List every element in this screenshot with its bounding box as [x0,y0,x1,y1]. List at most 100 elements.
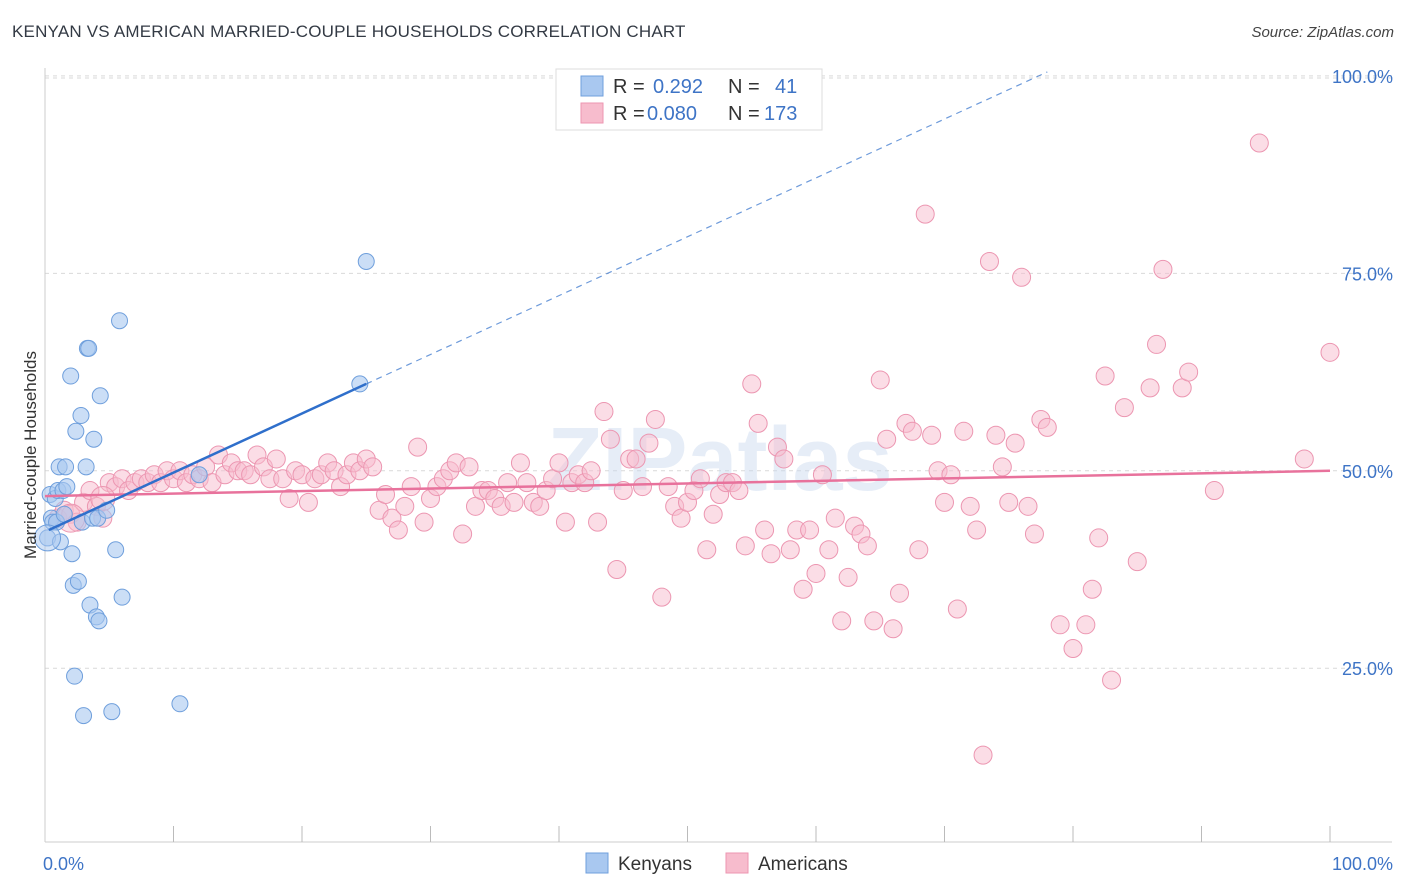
kenyans-point-31 [91,387,109,405]
kenyans-trend-extension [366,71,1048,385]
americans-point-139 [941,465,961,485]
americans-point-101 [697,540,717,560]
americans-point-158 [1082,579,1102,599]
americans-point-111 [761,544,781,564]
americans-point-119 [812,465,832,485]
chart-title: KENYAN VS AMERICAN MARRIED-COUPLE HOUSEH… [12,22,686,41]
americans-point-155 [1050,615,1070,635]
y-tick-labels: 25.0% 50.0% 75.0% 100.0% [1332,67,1393,679]
americans-point-133 [902,421,922,441]
americans-point-34 [266,449,286,469]
kenyans-point-24 [80,339,98,357]
americans-point-126 [857,536,877,556]
legend-kenyans-r-label: R = [613,76,645,98]
americans-point-114 [780,540,800,560]
americans-point-64 [459,457,479,477]
americans-point-162 [1114,398,1134,418]
americans-point-49 [363,457,383,477]
americans-point-135 [915,204,935,224]
americans-point-88 [613,481,633,501]
americans-point-123 [838,567,858,587]
americans-point-86 [600,429,620,449]
americans-point-54 [395,496,415,516]
kenyans-point-33 [103,703,121,721]
kenyans-trend-line [48,382,367,532]
americans-point-118 [806,563,826,583]
kenyans-point-34 [107,541,125,559]
legend-americans-r-label: R = [613,103,645,125]
legend-box: R = 0.292 N = 41 R = 0.080 N = 173 [555,68,823,131]
legend-americans-r-value: 0.080 [647,103,697,125]
americans-point-128 [870,370,890,390]
legend-americans-n-label: N = [728,103,760,125]
americans-point-144 [973,745,993,765]
americans-point-120 [819,540,839,560]
bottom-legend-kenyans-swatch [585,852,609,874]
kenyans-points [34,253,375,725]
axes [44,68,1392,843]
y-tick-label-1: 50.0% [1342,462,1393,482]
kenyans-point-17 [67,422,85,440]
americans-point-107 [735,536,755,556]
americans-point-71 [504,492,524,512]
x-ticks [173,826,1331,842]
americans-point-163 [1127,552,1147,572]
americans-point-39 [298,492,318,512]
americans-point-131 [890,583,910,603]
kenyans-point-13 [62,367,80,385]
kenyans-point-37 [171,695,189,713]
americans-point-159 [1089,528,1109,548]
americans-point-95 [658,477,678,497]
americans-point-72 [510,453,530,473]
americans-point-170 [1249,133,1269,153]
americans-point-90 [626,449,646,469]
americans-point-142 [960,496,980,516]
legend-americans-n-value: 173 [764,103,797,125]
americans-point-148 [999,492,1019,512]
americans-point-147 [992,457,1012,477]
kenyans-point-38 [190,466,208,484]
americans-point-92 [639,433,659,453]
americans-point-57 [414,512,434,532]
legend-kenyans-n-value: 41 [775,76,797,98]
americans-point-150 [1012,267,1032,287]
americans-point-55 [401,477,421,497]
kenyans-point-36 [113,588,131,606]
americans-point-127 [864,611,884,631]
americans-point-117 [800,520,820,540]
americans-point-164 [1140,378,1160,398]
americans-point-102 [703,504,723,524]
y-tick-label-3: 100.0% [1332,67,1393,87]
legend-kenyans-swatch [580,75,604,97]
kenyans-point-35 [111,312,129,330]
kenyans-point-12 [58,478,76,496]
americans-point-113 [774,449,794,469]
americans-point-78 [549,453,569,473]
americans-point-100 [690,469,710,489]
americans-point-161 [1102,670,1122,690]
kenyans-point-22 [77,458,95,476]
kenyans-point-21 [75,707,93,725]
americans-trend-line [44,469,1331,498]
kenyans-point-30 [90,612,108,630]
y-tick-label-0: 25.0% [1342,659,1393,679]
americans-point-140 [947,599,967,619]
bottom-legend: Kenyans Americans [585,852,848,875]
americans-point-168 [1179,362,1199,382]
y-axis-label: Married-couple Households [21,351,40,559]
americans-point-110 [755,520,775,540]
source-label: Source: ZipAtlas.com [1251,24,1394,41]
americans-point-85 [594,402,614,422]
x-tick-label-min: 0.0% [43,854,84,874]
americans-point-152 [1024,524,1044,544]
americans-point-160 [1095,366,1115,386]
kenyans-point-16 [66,667,84,685]
americans-point-146 [986,425,1006,445]
americans-point-63 [453,524,473,544]
kenyans-point-27 [85,430,103,448]
americans-point-116 [793,579,813,599]
kenyans-point-18 [69,572,87,590]
americans-point-136 [922,425,942,445]
americans-point-141 [954,421,974,441]
